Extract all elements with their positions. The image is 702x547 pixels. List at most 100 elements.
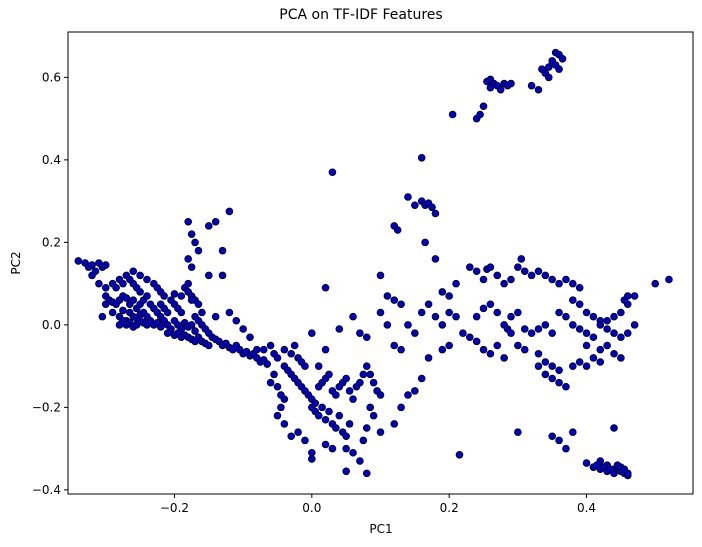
data-point: [448, 110, 457, 119]
data-point: [362, 424, 371, 432]
data-point: [520, 267, 529, 276]
data-point: [476, 110, 484, 119]
data-point: [424, 354, 433, 362]
data-point: [541, 358, 550, 366]
data-point: [582, 308, 591, 317]
data-point: [486, 349, 495, 358]
data-point: [596, 358, 605, 366]
data-point: [582, 362, 591, 370]
data-point: [321, 345, 330, 354]
data-point: [376, 308, 385, 317]
data-point: [290, 341, 299, 350]
data-point: [287, 349, 296, 358]
data-point: [266, 341, 275, 350]
data-point: [548, 374, 556, 383]
data-point: [493, 341, 502, 350]
data-point: [136, 271, 144, 280]
data-point: [562, 382, 570, 391]
data-point: [500, 354, 508, 362]
data-point: [129, 267, 138, 276]
y-tick-label: −0.2: [32, 400, 61, 414]
data-point: [246, 333, 254, 342]
data-point: [376, 428, 385, 436]
data-point: [88, 261, 96, 269]
data-point: [507, 275, 515, 284]
data-point: [548, 432, 556, 441]
data-point: [184, 279, 192, 288]
x-axis-label: PC1: [369, 522, 392, 536]
data-point: [263, 360, 271, 368]
data-point: [623, 292, 632, 300]
data-point: [273, 411, 282, 420]
data-point: [548, 329, 556, 337]
data-point: [507, 329, 515, 337]
data-point: [225, 308, 234, 317]
data-point: [562, 275, 570, 284]
data-point: [486, 83, 495, 92]
data-point: [534, 362, 543, 370]
data-point: [356, 457, 364, 465]
data-point: [493, 271, 502, 280]
data-point: [101, 283, 110, 292]
data-point: [356, 329, 364, 337]
data-point: [332, 424, 340, 432]
data-point: [98, 312, 107, 321]
data-point: [544, 73, 553, 82]
data-point: [129, 296, 138, 304]
data-point: [517, 255, 526, 263]
data-point: [259, 345, 268, 354]
data-point: [325, 370, 333, 379]
data-point: [575, 325, 584, 333]
data-point: [569, 321, 577, 329]
data-point: [362, 333, 371, 342]
data-point: [404, 193, 412, 201]
data-point: [349, 448, 357, 457]
data-point: [143, 275, 151, 284]
data-point: [555, 308, 563, 317]
data-point: [465, 263, 474, 271]
data-point: [349, 395, 357, 403]
data-point: [569, 362, 577, 370]
data-point: [555, 436, 563, 445]
data-point: [596, 345, 605, 354]
data-point: [359, 370, 368, 379]
data-point: [630, 292, 639, 300]
data-point: [544, 63, 553, 71]
data-point: [369, 411, 378, 420]
data-point: [610, 329, 618, 337]
data-point: [665, 275, 673, 284]
data-point: [623, 329, 632, 337]
data-point: [119, 306, 127, 315]
data-point: [205, 271, 213, 280]
data-point: [555, 279, 563, 288]
data-point: [541, 321, 550, 329]
data-point: [472, 337, 481, 346]
y-tick-label: −0.4: [32, 483, 61, 497]
data-point: [184, 255, 192, 263]
data-point: [514, 341, 522, 350]
data-point: [541, 370, 550, 379]
data-point: [534, 267, 543, 276]
data-point: [582, 329, 591, 337]
data-point: [596, 321, 605, 329]
data-point: [170, 290, 179, 298]
data-point: [500, 279, 508, 288]
data-point: [397, 345, 405, 354]
data-point: [95, 279, 103, 288]
data-point: [383, 292, 392, 300]
data-point: [342, 374, 350, 383]
data-point: [101, 261, 110, 269]
data-point: [191, 327, 199, 335]
data-point: [383, 321, 392, 329]
data-point: [321, 283, 330, 292]
data-point: [411, 201, 419, 210]
data-point: [342, 432, 350, 441]
data-point: [630, 321, 639, 329]
data-point: [562, 444, 570, 453]
data-point: [266, 378, 275, 387]
plot-frame: [67, 31, 694, 495]
data-point: [335, 411, 344, 420]
data-point: [362, 469, 371, 478]
data-point: [359, 436, 368, 445]
data-point: [349, 312, 357, 321]
